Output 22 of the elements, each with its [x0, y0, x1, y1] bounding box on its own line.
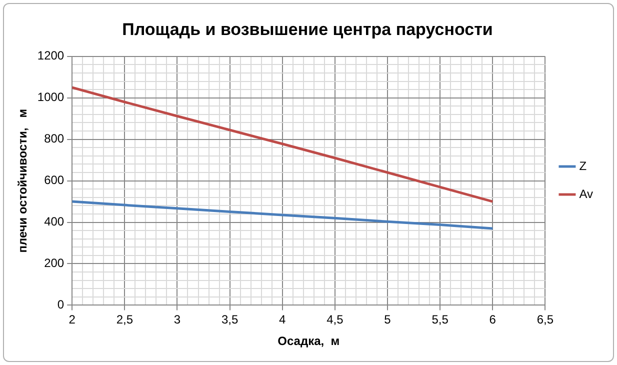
x-tick-label: 4,5 [326, 312, 344, 327]
x-tick-label: 5 [384, 312, 392, 327]
y-tick-label: 0 [57, 298, 64, 312]
y-tick-label: 1000 [37, 90, 64, 104]
x-axis-title: Осадка, м [278, 334, 340, 348]
x-tick-label: 2 [68, 312, 76, 327]
legend-label: Av [579, 186, 594, 201]
x-tick-label: 2,5 [116, 312, 134, 327]
chart-title: Площадь и возвышение центра парусности [122, 20, 493, 39]
x-tick-label: 6,5 [536, 312, 554, 327]
x-tick-label: 4 [279, 312, 286, 327]
x-tick-label: 3 [174, 312, 181, 327]
y-tick-label: 800 [44, 132, 64, 146]
y-tick-label: 1200 [37, 48, 64, 63]
x-tick-label: 5,5 [432, 312, 449, 327]
y-tick-label: 400 [44, 214, 64, 229]
y-tick-label: 600 [44, 173, 64, 188]
legend-label: Z [579, 158, 587, 173]
y-axis-title: плечи остойчивости, м [16, 108, 30, 253]
y-tick-label: 200 [44, 256, 64, 270]
x-tick-label: 3,5 [221, 312, 238, 327]
x-tick-label: 6 [489, 312, 496, 327]
